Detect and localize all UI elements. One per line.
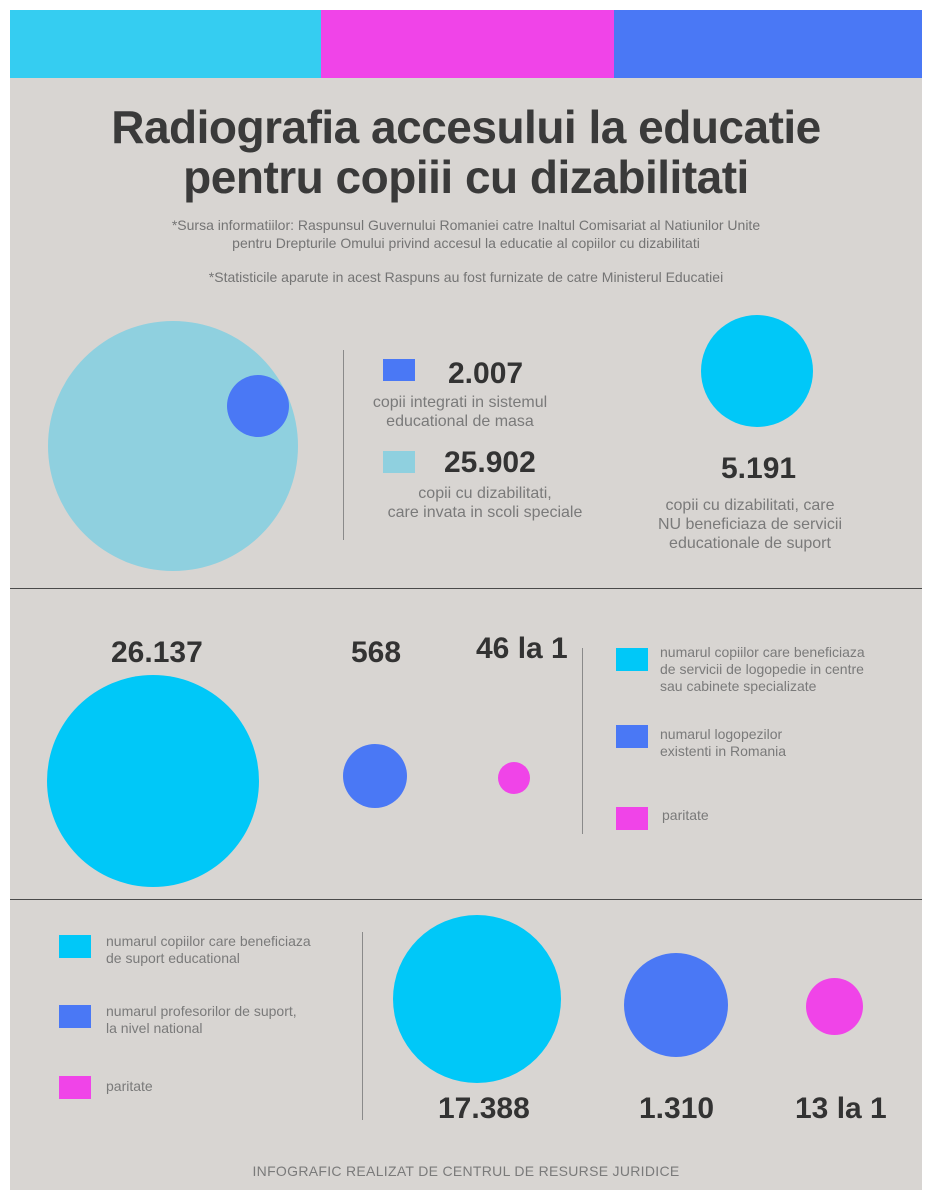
- source-line-1: *Sursa informatiilor: Raspunsul Guvernul…: [171, 217, 761, 233]
- support-children-circle: [393, 915, 561, 1083]
- legend-therapists-line-2: existenti in Romania: [660, 743, 787, 759]
- legend-children-line-2: de servicii de logopedie in centre: [660, 661, 864, 677]
- legend-support-children: numarul copiilor care beneficiaza de sup…: [106, 933, 356, 967]
- special-schools-circle: [48, 321, 298, 571]
- no-support-desc-line-3: educationale de suport: [669, 535, 831, 552]
- legend-children-line-3: sau cabinete specializate: [660, 678, 817, 694]
- support-children-value: 17.388: [438, 1092, 530, 1125]
- integrated-desc-line-1: copii integrati in sistemul: [372, 394, 548, 411]
- special-swatch: [383, 451, 415, 473]
- no-support-desc-line-1: copii cu dizabilitati, care: [665, 497, 835, 514]
- special-description: copii cu dizabilitati, care invata in sc…: [360, 484, 610, 522]
- support-teachers-value: 1.310: [639, 1092, 715, 1125]
- legend-support-children-line-2: de suport educational: [106, 950, 240, 966]
- legend-swatch-support-teachers: [59, 1005, 91, 1028]
- no-support-value: 5.191: [721, 452, 797, 485]
- speech-therapists-circle: [343, 744, 407, 808]
- special-desc-line-1: copii cu dizabilitati,: [418, 485, 552, 502]
- special-value: 25.902: [444, 446, 536, 479]
- footer-credit: INFOGRAFIC REALIZAT DE CENTRUL DE RESURS…: [252, 1163, 680, 1179]
- integrated-desc-line-2: educational de masa: [386, 413, 534, 430]
- section3-divider: [362, 932, 363, 1120]
- title-line-1: Radiografia accesului la educatie: [111, 101, 821, 153]
- logopedics-ratio-value: 46 la 1: [476, 632, 568, 665]
- page-title: Radiografia accesului la educatie pentru…: [10, 102, 922, 202]
- legend-support-children-line-1: numarul copiilor care beneficiaza: [106, 933, 311, 949]
- integrated-swatch: [383, 359, 415, 381]
- logopedics-children-circle: [47, 675, 259, 887]
- infographic: Radiografia accesului la educatie pentru…: [10, 10, 922, 1190]
- legend-support-teachers-line-1: numarul profesorilor de suport,: [106, 1003, 297, 1019]
- legend-ratio: paritate: [662, 807, 709, 823]
- source-line-2: pentru Drepturile Omului privind accesul…: [232, 235, 700, 251]
- integrated-value: 2.007: [448, 357, 524, 390]
- support-teachers-circle: [624, 953, 728, 1057]
- section2-divider: [582, 648, 583, 834]
- legend-swatch-therapists: [616, 725, 648, 748]
- logopedics-ratio-circle: [498, 762, 530, 794]
- legend-support-teachers-line-2: la nivel national: [106, 1020, 203, 1036]
- legend-therapists-line-1: numarul logopezilor: [660, 726, 783, 742]
- no-support-description: copii cu dizabilitati, care NU beneficia…: [635, 496, 865, 553]
- stats-note: *Statisticile aparute in acest Raspuns a…: [208, 269, 724, 285]
- top-bar-blue: [614, 10, 922, 78]
- support-ratio-value: 13 la 1: [795, 1092, 887, 1125]
- no-support-desc-line-2: NU beneficiaza de servicii: [657, 516, 843, 533]
- speech-therapists-value: 568: [351, 636, 402, 669]
- legend-support-ratio: paritate: [106, 1078, 153, 1094]
- special-desc-line-2: care invata in scoli speciale: [387, 504, 583, 521]
- top-bar-magenta: [321, 10, 614, 78]
- legend-swatch-children: [616, 648, 648, 671]
- integrated-circle: [227, 375, 289, 437]
- support-ratio-circle: [806, 978, 863, 1035]
- section1-divider: [343, 350, 344, 540]
- source-note: *Sursa informatiilor: Raspunsul Guvernul…: [10, 216, 922, 252]
- title-line-2: pentru copiii cu dizabilitati: [183, 151, 749, 203]
- logopedics-children-value: 26.137: [111, 636, 203, 669]
- section-divider-2: [10, 899, 922, 900]
- top-bar-cyan: [10, 10, 321, 78]
- legend-swatch-support-children: [59, 935, 91, 958]
- legend-therapists: numarul logopezilor existenti in Romania: [660, 726, 910, 760]
- legend-support-teachers: numarul profesorilor de suport, la nivel…: [106, 1003, 356, 1037]
- no-support-circle: [701, 315, 813, 427]
- legend-swatch-ratio: [616, 807, 648, 830]
- legend-children: numarul copiilor care beneficiaza de ser…: [660, 644, 910, 695]
- section-divider-1: [10, 588, 922, 589]
- legend-children-line-1: numarul copiilor care beneficiaza: [660, 644, 865, 660]
- integrated-description: copii integrati in sistemul educational …: [360, 393, 560, 431]
- legend-swatch-support-ratio: [59, 1076, 91, 1099]
